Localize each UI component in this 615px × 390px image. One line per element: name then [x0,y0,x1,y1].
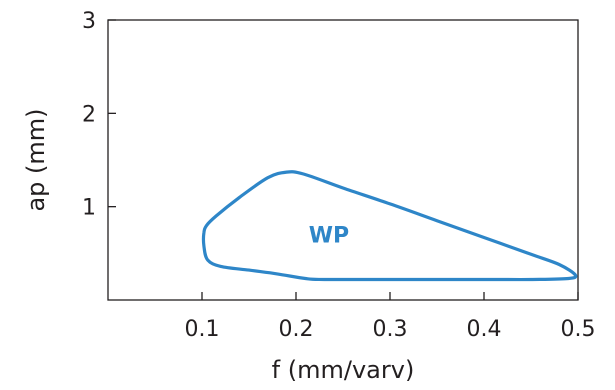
x-tick-label: 0.4 [467,317,502,342]
x-axis-label: f (mm/varv) [272,356,415,384]
plot-frame [107,19,579,301]
y-axis-label: ap (mm) [22,108,50,211]
y-tick-label: 1 [82,196,96,221]
y-tick-label: 3 [82,9,96,34]
y-tick-label: 2 [82,102,96,127]
region-label-wp: WP [309,224,349,249]
series-layer [201,170,578,282]
x-tick-label: 0.2 [279,317,314,342]
x-tick-label: 0.3 [373,317,408,342]
series-outline-wp [201,170,578,282]
x-axis: 0.1 0.2 0.3 0.4 0.5 [185,292,596,342]
x-tick-label: 0.5 [561,317,596,342]
y-axis: 1 2 3 [82,9,116,221]
plot-area [107,19,579,301]
x-tick-label: 0.1 [185,317,220,342]
